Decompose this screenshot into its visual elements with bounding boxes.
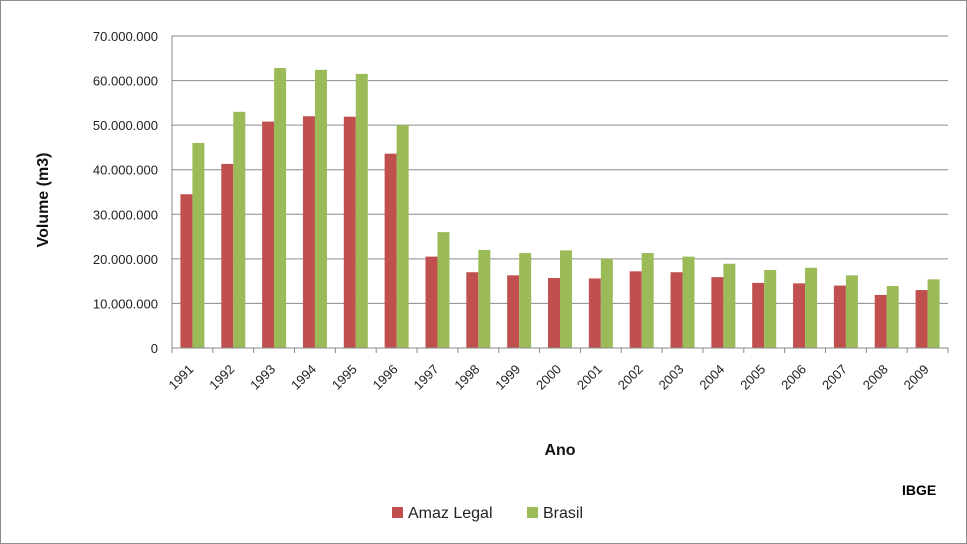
bar-amaz-legal-1992 <box>221 163 234 348</box>
bar-amaz-legal-1999 <box>507 275 520 348</box>
bar-amaz-legal-2005 <box>752 282 765 348</box>
bar-brasil-2000 <box>560 250 572 348</box>
y-tick-label: 30.000.000 <box>93 207 158 222</box>
y-tick-label: 0 <box>151 341 158 356</box>
legend-label-brasil: Brasil <box>543 505 583 522</box>
y-tick-label: 40.000.000 <box>93 163 158 178</box>
bar-brasil-1992 <box>233 111 246 349</box>
bar-amaz-legal-2003 <box>670 272 683 348</box>
bars <box>180 68 940 349</box>
bar-amaz-legal-1998 <box>466 272 479 348</box>
source-label: IBGE <box>902 482 936 498</box>
bar-amaz-legal-2008 <box>874 294 887 348</box>
x-axis-title: Ano <box>544 442 575 459</box>
bar-brasil-1999 <box>519 253 532 348</box>
x-tick-label: 1997 <box>411 362 442 393</box>
x-tick-label: 2002 <box>615 362 646 393</box>
x-tick-label: 1999 <box>492 362 523 393</box>
bar-brasil-2004 <box>723 263 736 348</box>
x-tick-label: 2001 <box>574 362 605 393</box>
x-tick-label: 2006 <box>778 362 809 393</box>
legend: Amaz Legal Brasil <box>392 505 583 522</box>
legend-swatch-amaz-legal <box>392 507 403 518</box>
x-tick-label: 1998 <box>451 362 482 393</box>
bar-amaz-legal-1994 <box>302 116 315 348</box>
x-tick-label: 1991 <box>165 362 196 393</box>
bar-brasil-2002 <box>641 253 654 348</box>
y-tick-label: 50.000.000 <box>93 118 158 133</box>
y-tick-labels: 0 10.000.000 20.000.000 30.000.000 40.000.00… <box>93 29 158 356</box>
y-tick-label: 20.000.000 <box>93 252 158 267</box>
y-tick-label: 70.000.000 <box>93 29 158 44</box>
y-tick-label: 10.000.000 <box>93 296 158 311</box>
bar-brasil-2009 <box>927 279 940 348</box>
bar-brasil-1995 <box>355 73 368 348</box>
x-tick-label: 1995 <box>329 362 360 393</box>
bar-amaz-legal-2009 <box>915 290 928 348</box>
x-tick-labels: 1991 1992 1993 1994 1995 1996 1997 1998 1999 2000… <box>165 362 931 393</box>
bar-amaz-legal-2002 <box>629 271 642 348</box>
bar-brasil-1994 <box>314 69 327 349</box>
bar-amaz-legal-2006 <box>793 283 806 348</box>
x-tick-label: 2007 <box>819 362 850 393</box>
bar-amaz-legal-1991 <box>180 194 193 348</box>
x-tick-label: 2008 <box>860 362 891 393</box>
legend-swatch-brasil <box>527 507 538 518</box>
bar-amaz-legal-2004 <box>711 277 724 348</box>
x-tick-label: 2000 <box>533 362 564 393</box>
bar-amaz-legal-1996 <box>384 153 397 348</box>
axes <box>171 36 949 353</box>
y-axis-title: Volume (m3) <box>35 153 52 248</box>
x-tick-label: 2004 <box>696 362 727 393</box>
x-tick-label: 1992 <box>206 362 237 393</box>
bar-brasil-2003 <box>682 256 695 348</box>
bar-brasil-2005 <box>764 270 777 348</box>
bar-amaz-legal-1995 <box>343 116 356 348</box>
bar-amaz-legal-2007 <box>833 285 846 348</box>
gridlines <box>172 35 948 304</box>
x-tick-label: 1996 <box>370 362 401 393</box>
bar-amaz-legal-2000 <box>548 278 560 348</box>
bar-brasil-2001 <box>600 258 613 348</box>
bar-amaz-legal-1993 <box>262 121 275 348</box>
bar-brasil-1993 <box>274 68 287 348</box>
bar-brasil-1998 <box>478 249 491 348</box>
x-tick-label: 2003 <box>656 362 687 393</box>
bar-brasil-1991 <box>192 142 205 348</box>
y-tick-label: 60.000.000 <box>93 74 158 89</box>
x-tick-label: 1993 <box>247 362 278 393</box>
bar-brasil-1997 <box>437 232 450 348</box>
bar-brasil-1996 <box>396 125 409 349</box>
x-tick-label: 2005 <box>737 362 768 393</box>
x-tick-label: 1994 <box>288 362 319 393</box>
bar-brasil-2006 <box>805 267 818 348</box>
bar-amaz-legal-1997 <box>425 256 438 348</box>
x-tick-label: 2009 <box>901 362 932 393</box>
bar-brasil-2008 <box>886 286 899 348</box>
legend-label-amaz-legal: Amaz Legal <box>408 505 493 522</box>
bar-brasil-2007 <box>845 275 858 348</box>
bar-amaz-legal-2001 <box>588 278 601 348</box>
